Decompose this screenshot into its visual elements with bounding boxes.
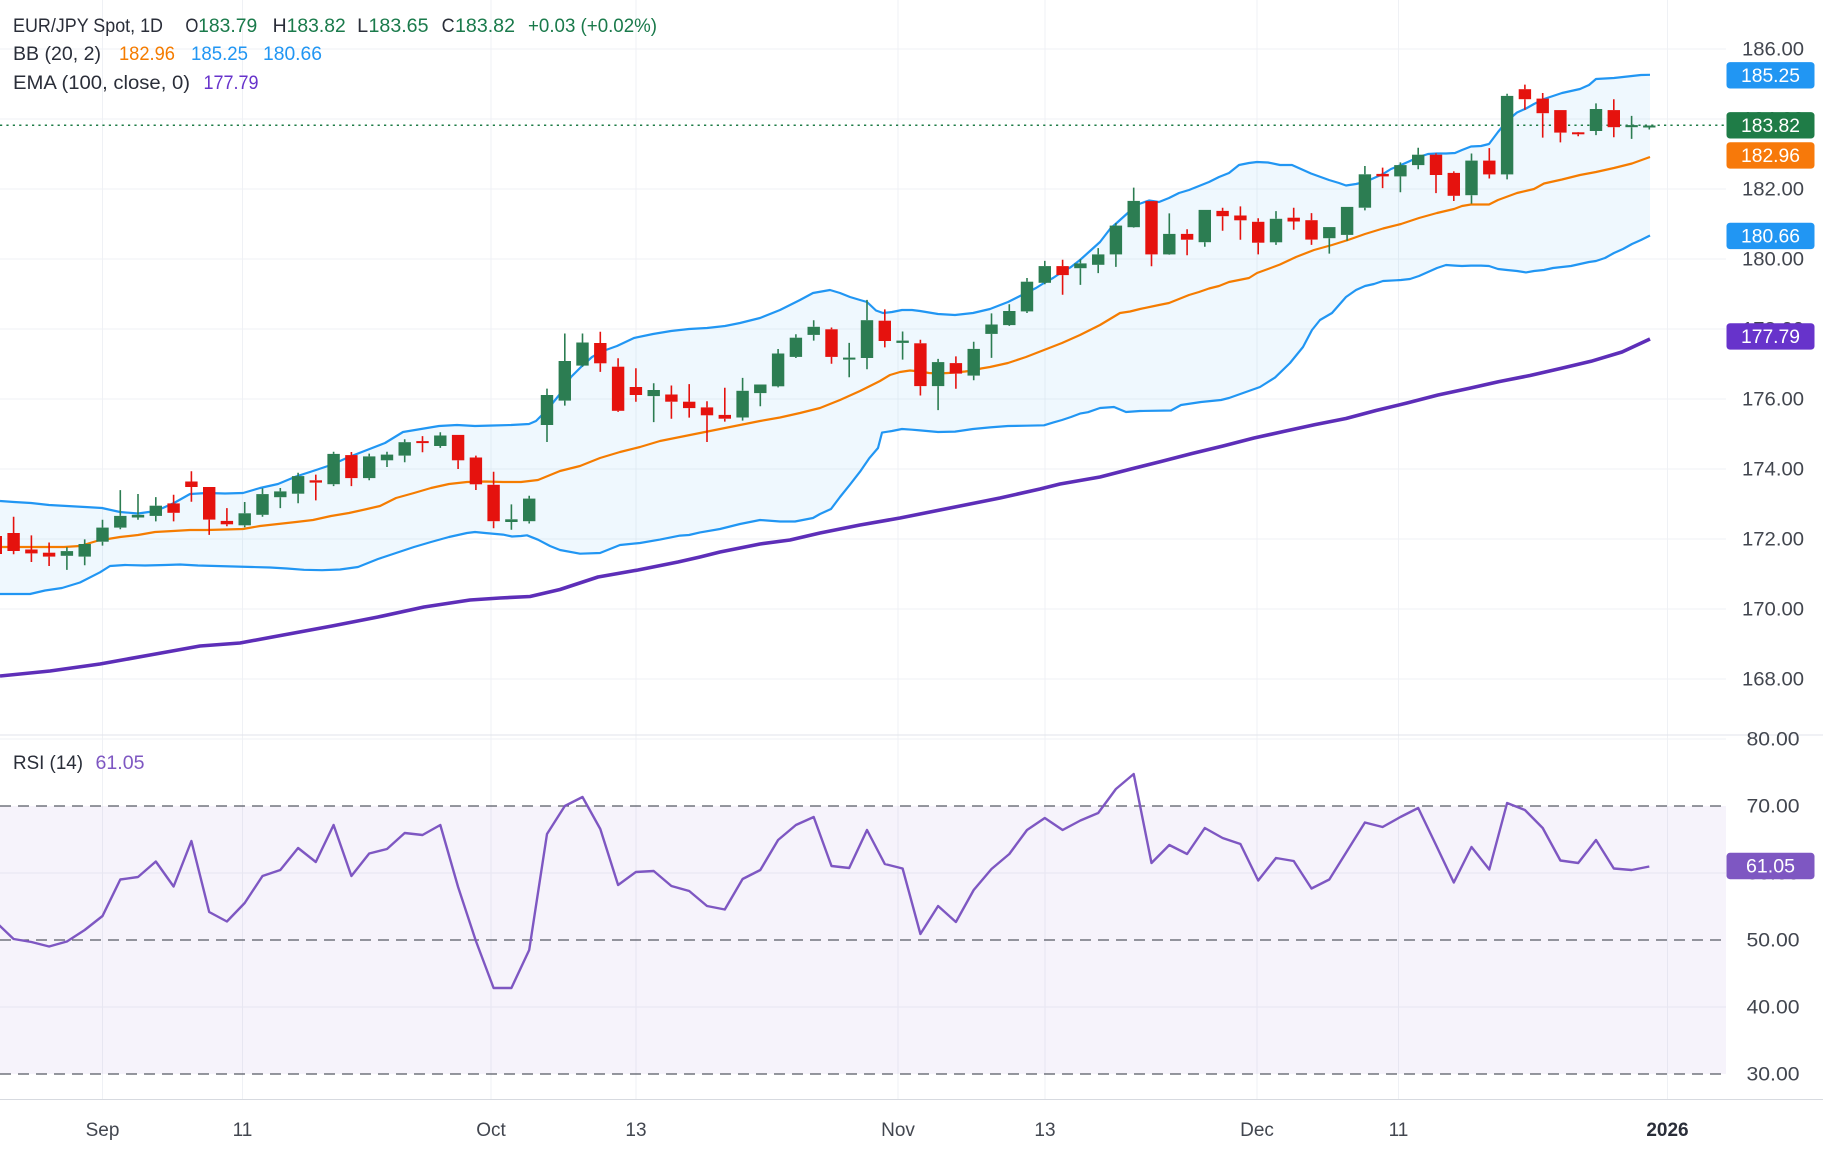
svg-text:180.66: 180.66 — [263, 44, 322, 65]
svg-text:182.96: 182.96 — [119, 44, 175, 65]
svg-text:30.00: 30.00 — [1747, 1065, 1800, 1086]
svg-text:182.00: 182.00 — [1742, 180, 1804, 201]
svg-text:L: L — [357, 16, 368, 37]
svg-text:172.00: 172.00 — [1742, 530, 1804, 551]
svg-text:Oct: Oct — [476, 1120, 506, 1141]
svg-text:Sep: Sep — [86, 1120, 120, 1141]
svg-text:80.00: 80.00 — [1747, 730, 1800, 751]
svg-text:EUR/JPY Spot, 1D: EUR/JPY Spot, 1D — [13, 16, 163, 37]
svg-text:Dec: Dec — [1240, 1120, 1274, 1141]
svg-text:176.00: 176.00 — [1742, 390, 1804, 411]
svg-text:183.79: 183.79 — [198, 16, 257, 37]
svg-text:180.66: 180.66 — [1741, 227, 1800, 248]
svg-text:174.00: 174.00 — [1742, 460, 1804, 481]
svg-text:C: C — [442, 16, 455, 37]
svg-text:186.00: 186.00 — [1742, 40, 1804, 61]
svg-text:180.00: 180.00 — [1742, 250, 1804, 271]
svg-text:BB (20, 2): BB (20, 2) — [13, 44, 101, 65]
svg-text:61.05: 61.05 — [96, 753, 145, 774]
svg-text:11: 11 — [233, 1120, 253, 1141]
svg-text:40.00: 40.00 — [1747, 998, 1800, 1019]
svg-text:50.00: 50.00 — [1747, 931, 1800, 952]
svg-text:13: 13 — [1034, 1120, 1055, 1141]
svg-text:185.25: 185.25 — [191, 44, 248, 65]
svg-text:H: H — [273, 16, 287, 37]
svg-text:177.79: 177.79 — [204, 73, 259, 94]
svg-text:Nov: Nov — [881, 1120, 915, 1141]
svg-text:170.00: 170.00 — [1742, 600, 1804, 621]
svg-text:183.82: 183.82 — [455, 16, 515, 37]
svg-text:70.00: 70.00 — [1747, 797, 1800, 818]
svg-text:183.82: 183.82 — [1741, 116, 1800, 137]
svg-text:13: 13 — [625, 1120, 646, 1141]
svg-text:182.96: 182.96 — [1741, 146, 1800, 167]
svg-text:2026: 2026 — [1646, 1120, 1688, 1141]
svg-text:61.05: 61.05 — [1746, 857, 1795, 878]
svg-text:RSI (14): RSI (14) — [13, 753, 83, 774]
svg-text:O: O — [185, 16, 198, 37]
svg-text:185.25: 185.25 — [1741, 66, 1800, 87]
svg-text:EMA (100, close, 0): EMA (100, close, 0) — [13, 73, 190, 94]
svg-text:177.79: 177.79 — [1741, 327, 1800, 348]
svg-text:+0.03 (+0.02%): +0.03 (+0.02%) — [528, 16, 657, 37]
svg-text:183.65: 183.65 — [369, 16, 429, 37]
svg-text:11: 11 — [1389, 1120, 1409, 1141]
svg-text:183.82: 183.82 — [287, 16, 346, 37]
svg-text:168.00: 168.00 — [1742, 670, 1804, 691]
